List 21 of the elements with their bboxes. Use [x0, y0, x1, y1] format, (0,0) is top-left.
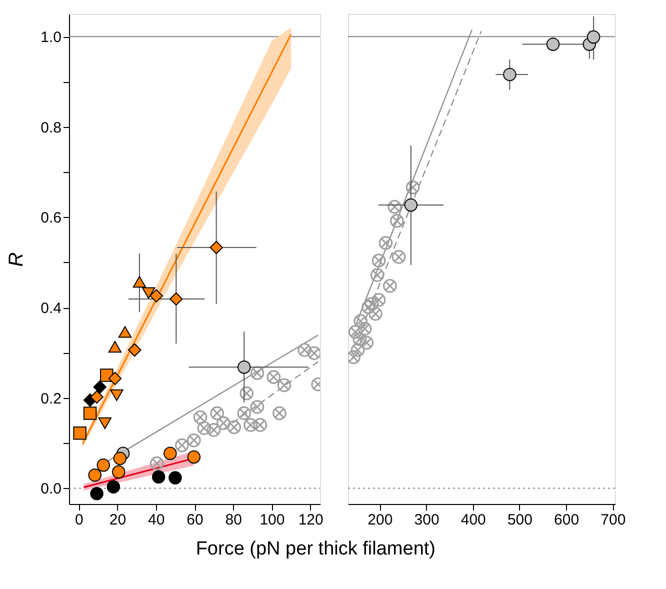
x-tick-label: 200: [368, 512, 393, 528]
x-tick-label: 100: [260, 512, 285, 528]
y-tick-label: 0.6: [40, 210, 62, 227]
y-axis-title: R: [6, 252, 28, 267]
y-tick-label: 1.0: [40, 29, 62, 46]
x-tick-label: 500: [507, 512, 532, 528]
x-tick-label: 20: [109, 512, 126, 528]
y-tick-label: 0.4: [40, 300, 62, 318]
x-tick-label: 40: [148, 512, 165, 528]
x-axis-title: Force (pN per thick filament): [196, 538, 436, 560]
x-tick-label: 120: [298, 512, 324, 528]
x-tick-label: 300: [414, 512, 440, 528]
y-tick-label: 0.0: [40, 480, 62, 498]
x-tick-label: 60: [186, 512, 204, 528]
x-tick-label: 700: [600, 512, 626, 528]
x-tick-label: 600: [554, 512, 580, 528]
x-tick-label: 400: [460, 512, 486, 528]
x-tick-label: 80: [225, 512, 242, 528]
y-tick-label: 0.8: [40, 119, 62, 136]
y-tick-label: 0.2: [40, 390, 62, 408]
x-tick-label: 0: [74, 512, 84, 528]
